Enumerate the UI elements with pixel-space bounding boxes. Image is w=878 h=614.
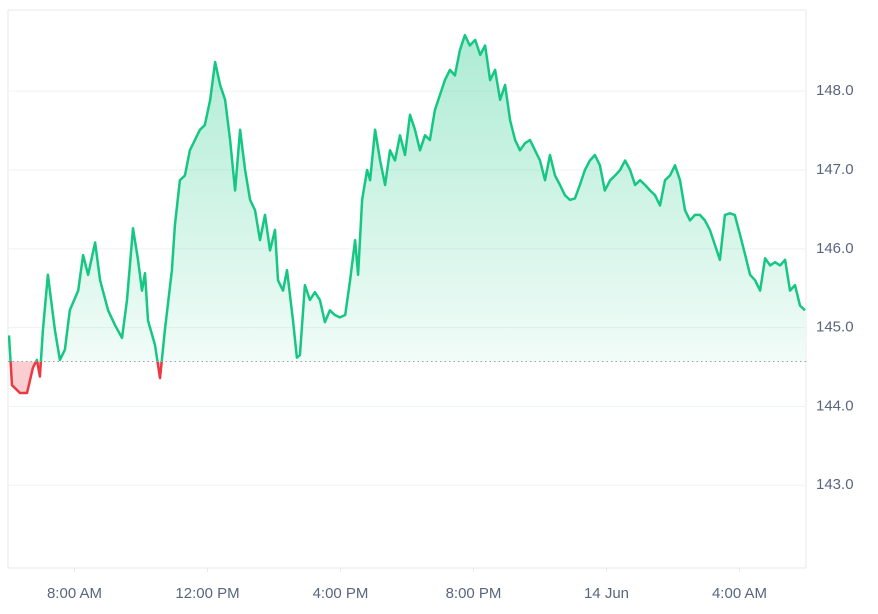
y-tick-label: 148.0 (816, 82, 854, 99)
area-above (8, 35, 806, 362)
y-tick-label: 144.0 (816, 397, 854, 414)
price-line (8, 33, 806, 362)
y-tick-label: 143.0 (816, 476, 854, 493)
x-tick-label: 4:00 PM (313, 585, 369, 602)
y-tick-label: 147.0 (816, 161, 854, 178)
y-tick-label: 146.0 (816, 240, 854, 257)
x-tick-label: 8:00 PM (446, 585, 502, 602)
x-tick-label: 12:00 PM (175, 585, 239, 602)
x-tick-label: 4:00 AM (712, 585, 767, 602)
y-tick-label: 145.0 (816, 319, 854, 336)
x-tick-label: 14 Jun (584, 585, 629, 602)
x-tick-label: 8:00 AM (47, 585, 102, 602)
area-below (10, 361, 162, 393)
